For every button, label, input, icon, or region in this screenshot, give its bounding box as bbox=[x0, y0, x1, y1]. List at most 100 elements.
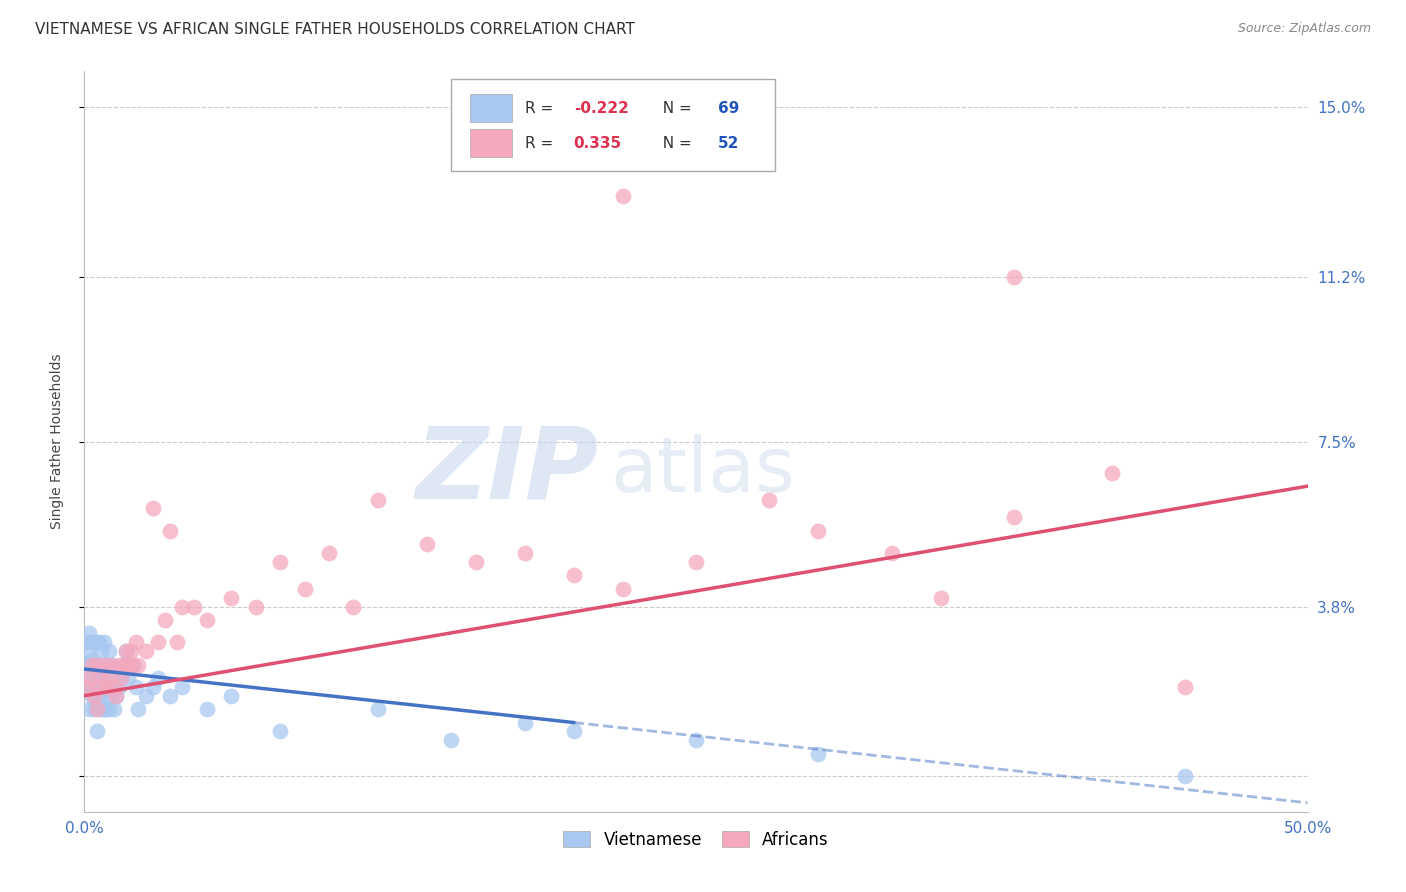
Point bbox=[142, 501, 165, 516]
Point bbox=[195, 702, 218, 716]
Text: atlas: atlas bbox=[610, 434, 796, 508]
Legend: Vietnamese, Africans: Vietnamese, Africans bbox=[557, 824, 835, 855]
Point bbox=[122, 657, 145, 672]
Point bbox=[80, 657, 103, 672]
Point bbox=[100, 689, 122, 703]
Point bbox=[135, 644, 157, 658]
Point bbox=[115, 644, 138, 658]
Point bbox=[513, 715, 536, 730]
Point bbox=[440, 733, 463, 747]
Text: 69: 69 bbox=[718, 101, 740, 116]
Point bbox=[97, 644, 120, 658]
Point bbox=[929, 591, 952, 605]
Point bbox=[100, 657, 122, 672]
Point bbox=[166, 635, 188, 649]
Point bbox=[90, 689, 112, 703]
Point bbox=[612, 189, 634, 203]
Point bbox=[93, 657, 115, 672]
Text: R =: R = bbox=[524, 101, 558, 116]
Point bbox=[80, 657, 103, 672]
Point bbox=[172, 599, 194, 614]
Point bbox=[758, 492, 780, 507]
Point bbox=[135, 689, 157, 703]
Point bbox=[77, 680, 100, 694]
Point bbox=[269, 724, 291, 739]
Point bbox=[103, 671, 125, 685]
Point bbox=[120, 644, 142, 658]
Point bbox=[83, 702, 105, 716]
Point bbox=[96, 680, 118, 694]
Point bbox=[219, 689, 242, 703]
Point bbox=[125, 680, 148, 694]
Point bbox=[87, 635, 110, 649]
Point bbox=[90, 644, 112, 658]
Point bbox=[86, 680, 108, 694]
Point bbox=[86, 702, 108, 716]
Point bbox=[97, 680, 120, 694]
Point bbox=[87, 680, 110, 694]
Point bbox=[76, 635, 98, 649]
Point bbox=[367, 702, 389, 716]
Text: 0.335: 0.335 bbox=[574, 136, 621, 151]
Point bbox=[1002, 269, 1025, 284]
Point bbox=[294, 582, 316, 596]
Text: N =: N = bbox=[654, 136, 697, 151]
Point bbox=[96, 702, 118, 716]
Point bbox=[269, 555, 291, 569]
Point bbox=[86, 635, 108, 649]
Text: -0.222: -0.222 bbox=[574, 101, 628, 116]
Point bbox=[93, 635, 115, 649]
Point bbox=[127, 702, 149, 716]
Point bbox=[90, 671, 112, 685]
Point bbox=[245, 599, 267, 614]
Point bbox=[513, 546, 536, 560]
Point bbox=[86, 657, 108, 672]
Text: ZIP: ZIP bbox=[415, 423, 598, 520]
Point bbox=[87, 689, 110, 703]
Point bbox=[112, 657, 135, 672]
Point bbox=[127, 657, 149, 672]
Point bbox=[77, 644, 100, 658]
Point bbox=[807, 524, 830, 538]
Point bbox=[110, 671, 132, 685]
FancyBboxPatch shape bbox=[451, 78, 776, 171]
Point bbox=[107, 680, 129, 694]
Point bbox=[103, 680, 125, 694]
Point bbox=[318, 546, 340, 560]
Point bbox=[76, 680, 98, 694]
Point bbox=[96, 680, 118, 694]
Point bbox=[80, 689, 103, 703]
Point bbox=[86, 657, 108, 672]
Point bbox=[416, 537, 439, 551]
Point bbox=[80, 653, 103, 667]
FancyBboxPatch shape bbox=[470, 95, 513, 122]
Point bbox=[80, 635, 103, 649]
Point bbox=[219, 591, 242, 605]
Point bbox=[159, 524, 181, 538]
Point bbox=[153, 613, 176, 627]
Point bbox=[367, 492, 389, 507]
Point bbox=[807, 747, 830, 761]
Point bbox=[115, 644, 138, 658]
Point bbox=[105, 689, 128, 703]
Point bbox=[117, 671, 139, 685]
Point bbox=[83, 635, 105, 649]
Point bbox=[125, 635, 148, 649]
Point bbox=[685, 555, 707, 569]
Text: 52: 52 bbox=[718, 136, 740, 151]
Point bbox=[1002, 510, 1025, 524]
Point bbox=[880, 546, 903, 560]
Y-axis label: Single Father Households: Single Father Households bbox=[49, 354, 63, 529]
Point bbox=[172, 680, 194, 694]
Point bbox=[107, 657, 129, 672]
Point bbox=[159, 689, 181, 703]
Text: R =: R = bbox=[524, 136, 562, 151]
Point bbox=[612, 582, 634, 596]
Text: N =: N = bbox=[654, 101, 697, 116]
Point bbox=[1101, 466, 1123, 480]
Point bbox=[464, 555, 486, 569]
Point bbox=[80, 671, 103, 685]
Point bbox=[83, 657, 105, 672]
Point bbox=[100, 657, 122, 672]
Point bbox=[110, 671, 132, 685]
